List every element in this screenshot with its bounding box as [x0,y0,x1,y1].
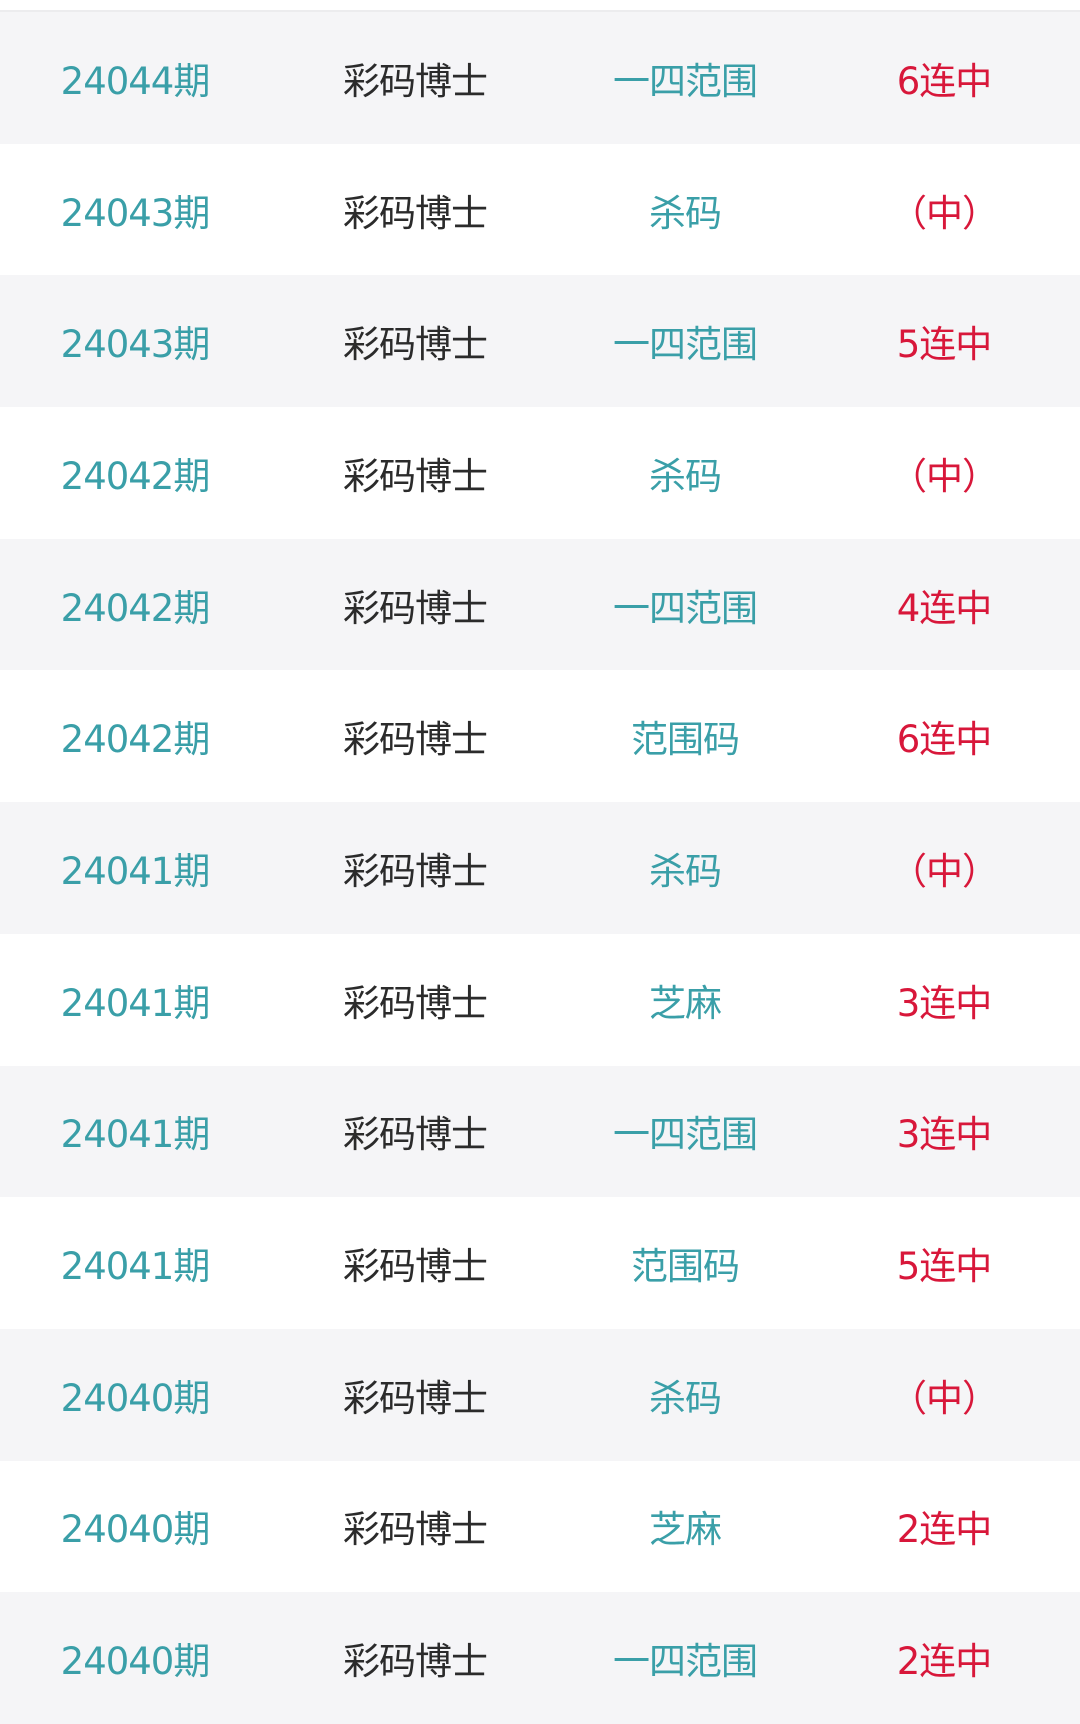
result-status: 2连中 [896,1508,993,1552]
source-name: 彩码博士 [343,586,488,630]
prediction-type: 一四范围 [613,1113,758,1157]
result-status: 6连中 [896,718,993,762]
issue-number: 24044期 [60,59,211,103]
top-divider [0,0,1080,12]
prediction-type: 一四范围 [613,586,758,630]
list-row[interactable]: 24043期 彩码博士 一四范围 5连中 [0,275,1080,408]
result-status: （中） [890,1376,999,1420]
issue-number: 24041期 [60,981,211,1025]
list-row[interactable]: 24044期 彩码博士 一四范围 6连中 [0,12,1080,144]
source-name: 彩码博士 [343,1245,488,1289]
result-status: 5连中 [896,323,993,367]
source-name: 彩码博士 [343,1376,488,1420]
prediction-type: 杀码 [649,454,722,498]
list-row[interactable]: 24040期 彩码博士 芝麻 2连中 [0,1460,1080,1593]
prediction-type: 杀码 [649,191,722,235]
issue-number: 24040期 [60,1376,211,1420]
list-row[interactable]: 24041期 彩码博士 一四范围 3连中 [0,1065,1080,1198]
prediction-type: 一四范围 [613,323,758,367]
result-status: 6连中 [896,59,993,103]
prediction-type: 一四范围 [613,59,758,103]
prediction-type: 芝麻 [649,981,722,1025]
source-name: 彩码博士 [343,1113,488,1157]
source-name: 彩码博士 [343,718,488,762]
issue-number: 24043期 [60,191,211,235]
issue-number: 24041期 [60,849,211,893]
issue-number: 24040期 [60,1508,211,1552]
issue-number: 24043期 [60,323,211,367]
issue-number: 24042期 [60,586,211,630]
list-row[interactable]: 24040期 彩码博士 杀码 （中） [0,1328,1080,1461]
result-status: （中） [890,454,999,498]
list-row[interactable]: 24043期 彩码博士 杀码 （中） [0,143,1080,276]
prediction-type: 杀码 [649,1376,722,1420]
list-row[interactable]: 24042期 彩码博士 杀码 （中） [0,407,1080,539]
result-status: （中） [890,191,999,235]
prediction-type: 范围码 [631,718,740,762]
source-name: 彩码博士 [343,191,488,235]
prediction-type: 杀码 [649,849,722,893]
result-status: 3连中 [896,1113,993,1157]
list-row[interactable]: 24041期 彩码博士 范围码 5连中 [0,1197,1080,1329]
result-status: 3连中 [896,981,993,1025]
prediction-type: 芝麻 [649,1508,722,1552]
source-name: 彩码博士 [343,981,488,1025]
list-row[interactable]: 24042期 彩码博士 一四范围 4连中 [0,538,1080,671]
prediction-list: 24044期 彩码博士 一四范围 6连中 24043期 彩码博士 杀码 （中） 24043期 彩码… [0,12,1080,1724]
source-name: 彩码博士 [343,323,488,367]
issue-number: 24040期 [60,1640,211,1684]
list-row[interactable]: 24041期 彩码博士 芝麻 3连中 [0,933,1080,1066]
list-row[interactable]: 24040期 彩码博士 一四范围 2连中 [0,1592,1080,1724]
issue-number: 24042期 [60,718,211,762]
result-status: 2连中 [896,1640,993,1684]
issue-number: 24041期 [60,1245,211,1289]
issue-number: 24041期 [60,1113,211,1157]
result-status: 4连中 [896,586,993,630]
prediction-type: 一四范围 [613,1640,758,1684]
result-status: 5连中 [896,1245,993,1289]
prediction-type: 范围码 [631,1245,740,1289]
source-name: 彩码博士 [343,59,488,103]
source-name: 彩码博士 [343,1508,488,1552]
list-row[interactable]: 24042期 彩码博士 范围码 6连中 [0,670,1080,803]
source-name: 彩码博士 [343,849,488,893]
source-name: 彩码博士 [343,454,488,498]
source-name: 彩码博士 [343,1640,488,1684]
issue-number: 24042期 [60,454,211,498]
list-row[interactable]: 24041期 彩码博士 杀码 （中） [0,802,1080,934]
result-status: （中） [890,849,999,893]
